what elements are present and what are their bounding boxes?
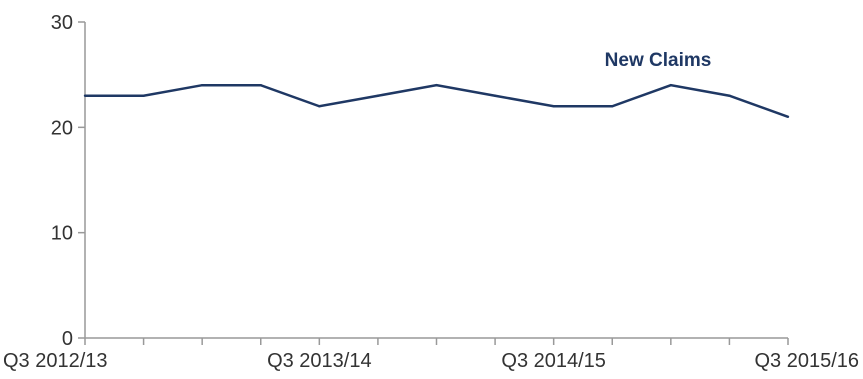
series-line-new-claims <box>85 83 789 118</box>
data-point <box>669 84 673 87</box>
data-point <box>611 105 614 108</box>
x-tick-label: Q3 2015/16 <box>754 350 859 372</box>
y-axis: 0 10 20 30 <box>51 12 86 350</box>
data-point <box>376 94 380 97</box>
data-point <box>318 105 321 108</box>
y-tick-label: 20 <box>51 117 73 139</box>
data-point <box>552 105 555 108</box>
data-point <box>142 94 145 97</box>
data-point <box>83 94 87 97</box>
x-tick-label: Q3 2014/15 <box>501 350 606 372</box>
x-tick-label: Q3 2013/14 <box>267 350 372 372</box>
data-point <box>786 115 790 119</box>
series-label-new-claims: New Claims <box>605 50 712 71</box>
y-tick-label: 30 <box>51 12 73 34</box>
data-point <box>493 94 497 97</box>
data-point <box>259 84 262 87</box>
y-tick-label: 10 <box>51 223 73 245</box>
data-point <box>200 84 204 87</box>
data-point <box>435 84 438 87</box>
y-tick-label: 0 <box>62 328 73 350</box>
series-group <box>83 83 790 119</box>
data-point <box>728 94 731 97</box>
x-axis: Q3 2012/13 Q3 2013/14 Q3 2014/15 Q3 2015/16 <box>3 337 859 372</box>
x-tick-label: Q3 2012/13 <box>3 350 108 372</box>
